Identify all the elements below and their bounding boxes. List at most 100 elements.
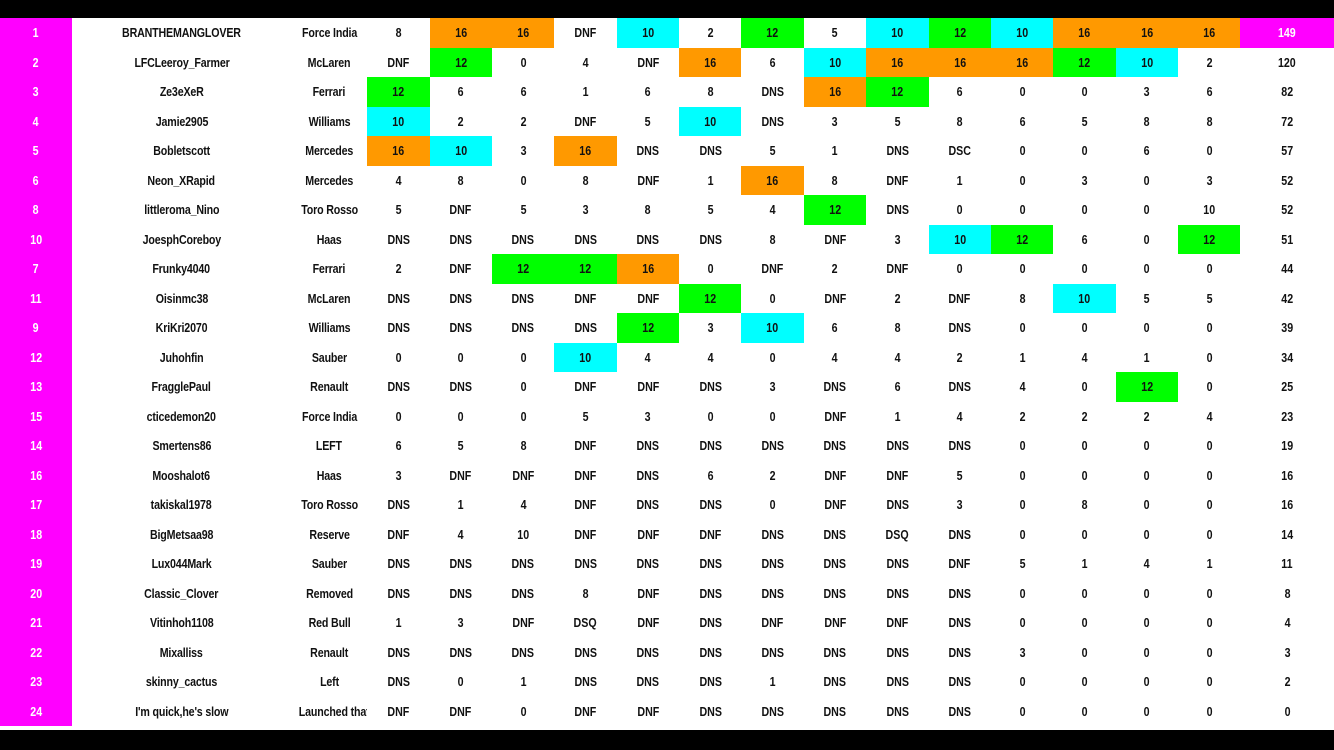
race-result-cell-text: DNS — [948, 438, 972, 454]
race-result-cell-text: DNF — [636, 379, 659, 395]
race-result-cell-text: 4 — [395, 172, 402, 188]
race-result-cell: 4 — [1178, 402, 1240, 432]
position-cell-text: 23 — [30, 674, 42, 690]
team-cell-text: Mercedes — [305, 143, 354, 159]
race-result-cell-text: DNS — [636, 674, 660, 690]
race-result-cell-text: 12 — [641, 320, 654, 336]
race-result-cell: 3 — [804, 107, 866, 137]
total-points-cell-text: 0 — [1284, 703, 1291, 719]
table-row: 17 takiskal1978 Toro Rosso DNS 1 4 DNF DNS DNS 0 D… — [0, 490, 1334, 520]
race-result-cell: DNS — [804, 549, 866, 579]
race-result-cell: DNS — [804, 431, 866, 461]
race-result-cell-text: 0 — [956, 261, 963, 277]
race-result-cell-text: DNF — [824, 467, 846, 483]
race-result-cell: 0 — [991, 520, 1053, 550]
race-result-cell: DNS — [554, 638, 616, 668]
race-result-cell-text: DNF — [449, 467, 472, 483]
race-result-cell: DNF — [866, 166, 928, 196]
race-result-cell: 10 — [1115, 47, 1179, 77]
race-result-cell-text: 2 — [769, 467, 776, 483]
table-row: 18 BigMetsaa98 Reserve DNF 4 10 DNF DNF DNF DNS DN… — [0, 519, 1334, 550]
race-result-cell-text: 0 — [1206, 438, 1213, 454]
total-points-cell: 34 — [1240, 343, 1334, 373]
race-result-cell-text: 1 — [1019, 349, 1026, 365]
position-cell-text: 12 — [30, 349, 42, 365]
race-result-cell-text: 0 — [1019, 261, 1026, 277]
race-result-cell-text: 16 — [704, 54, 717, 70]
race-result-cell: 16 — [990, 47, 1054, 77]
race-result-cell: DNS — [804, 638, 866, 668]
race-result-cell: 0 — [679, 402, 741, 432]
race-result-cell-text: DNF — [636, 703, 659, 719]
race-result-cell: 8 — [1116, 107, 1178, 137]
race-result-cell-text: 6 — [1143, 143, 1150, 159]
race-result-cell-text: 6 — [956, 84, 963, 100]
race-result-cell-text: DNS — [387, 231, 410, 247]
race-result-cell: DNS — [367, 579, 429, 609]
race-result-cell-text: 0 — [707, 408, 714, 424]
race-result-cell: DNF — [804, 490, 866, 520]
race-result-cell-text: 4 — [1143, 556, 1150, 572]
race-result-cell-text: 8 — [769, 231, 776, 247]
race-result-cell: 12 — [928, 18, 991, 48]
race-result-cell: 0 — [1053, 520, 1115, 550]
position-cell: 14 — [0, 431, 73, 461]
total-points-cell-text: 120 — [1278, 54, 1297, 70]
race-result-cell-text: 0 — [769, 408, 776, 424]
race-result-cell: 2 — [866, 284, 928, 314]
race-result-cell: DNS — [679, 136, 741, 166]
race-result-cell-text: DNS — [886, 202, 909, 218]
driver-cell: JoesphCoreboy — [72, 225, 291, 255]
race-result-cell-text: DNF — [512, 467, 535, 483]
race-result-cell: 0 — [1053, 136, 1115, 166]
table-row: 2 LFCLeeroy_Farmer McLaren DNF 12 0 4 DNF 16 6 10 1… — [0, 47, 1334, 77]
team-cell: Haas — [291, 225, 367, 255]
race-result-cell-text: 0 — [520, 172, 527, 188]
race-result-cell-text: 2 — [1143, 408, 1150, 424]
race-result-cell: DNS — [804, 667, 866, 697]
race-result-cell-text: DNS — [823, 644, 847, 660]
race-result-cell: 0 — [1178, 254, 1240, 284]
race-result-cell: DNS — [679, 608, 741, 638]
position-cell: 8 — [0, 195, 73, 225]
race-result-cell-text: 0 — [1019, 526, 1026, 542]
race-result-cell-text: 2 — [1081, 408, 1088, 424]
race-result-cell-text: DNS — [636, 438, 660, 454]
race-result-cell: 2 — [1116, 402, 1178, 432]
total-points-cell-text: 25 — [1281, 379, 1294, 395]
race-result-cell-text: 0 — [1143, 172, 1150, 188]
race-result-cell: 8 — [991, 284, 1053, 314]
race-result-cell: 1 — [679, 166, 741, 196]
total-points-cell-text: 57 — [1281, 143, 1294, 159]
driver-cell: littleroma_Nino — [72, 195, 291, 225]
position-cell-text: 20 — [30, 585, 42, 601]
team-cell: LEFT — [291, 431, 367, 461]
position-cell-text: 1 — [33, 25, 39, 41]
position-cell-text: 11 — [30, 290, 42, 306]
total-points-cell: 25 — [1240, 372, 1334, 402]
race-result-cell-text: DNS — [699, 438, 722, 454]
team-cell: Mercedes — [291, 166, 367, 196]
race-result-cell-text: DNS — [948, 526, 972, 542]
race-result-cell: 0 — [430, 343, 492, 373]
position-cell: 18 — [0, 519, 73, 549]
race-result-cell-text: DNS — [761, 644, 784, 660]
race-result-cell: 10 — [990, 18, 1054, 48]
race-result-cell: 6 — [804, 313, 866, 343]
race-result-cell-text: 16 — [1140, 25, 1153, 41]
driver-cell-text: KriKri2070 — [155, 320, 208, 336]
team-cell-text: Williams — [308, 320, 351, 336]
total-points-cell-text: 42 — [1281, 290, 1294, 306]
team-cell-text: LEFT — [316, 438, 343, 454]
race-result-cell-text: 10 — [392, 113, 405, 129]
race-result-cell: DNS — [617, 461, 679, 491]
position-cell-text: 5 — [33, 143, 39, 159]
race-result-cell-text: DNS — [574, 644, 597, 660]
race-result-cell-text: DNS — [511, 585, 535, 601]
race-result-cell: 1 — [1053, 549, 1115, 579]
team-cell-text: Left — [319, 674, 339, 690]
race-result-cell: 3 — [1053, 166, 1115, 196]
race-result-cell-text: DNF — [574, 497, 597, 513]
race-result-cell-text: 8 — [707, 84, 714, 100]
race-result-cell: 0 — [991, 77, 1053, 107]
